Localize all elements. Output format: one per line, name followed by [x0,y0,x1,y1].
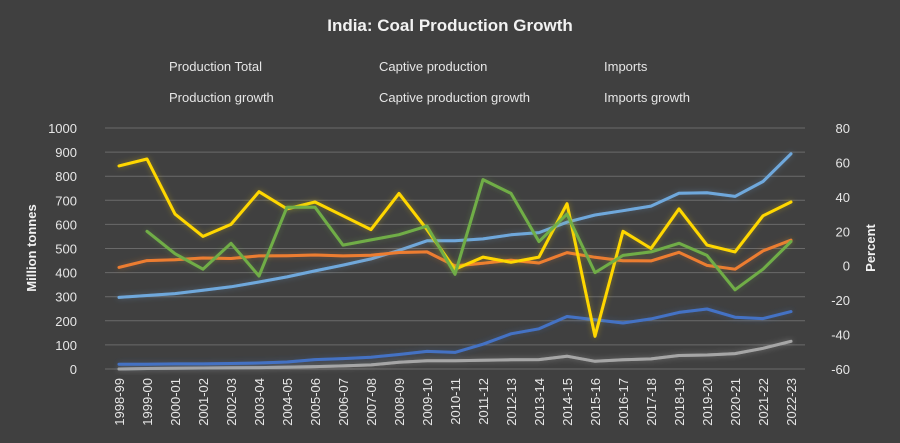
series-line-production-total [117,152,793,299]
right-axis-title: Percent [863,223,878,271]
legend-label: Production Total [169,59,262,74]
series-line-imports-growth [145,178,793,292]
left-tick-label: 600 [55,217,77,232]
left-tick-label: 800 [55,169,77,184]
x-tick-label: 2005-06 [308,378,323,426]
chart-title: India: Coal Production Growth [327,16,573,35]
x-tick-label: 2009-10 [420,378,435,426]
x-tick-label: 1998-99 [112,378,127,426]
x-axis-ticks: 1998-99 1999-00 2000-01 2001-02 2002-03 2003-… [112,378,799,426]
x-tick-label: 2012-13 [504,378,519,426]
x-tick-label: 2016-17 [616,378,631,426]
right-tick-label: 80 [836,121,850,136]
x-tick-label: 2004-05 [280,378,295,426]
left-tick-label: 900 [55,145,77,160]
x-tick-label: 2019-20 [700,378,715,426]
left-tick-label: 300 [55,290,77,305]
x-tick-label: 1999-00 [140,378,155,426]
left-tick-label: 500 [55,242,77,257]
legend-label: Imports growth [604,90,690,105]
x-tick-label: 2003-04 [252,378,267,426]
right-tick-label: -20 [831,293,850,308]
x-tick-label: 2018-19 [672,378,687,426]
left-tick-label: 400 [55,266,77,281]
right-tick-label: 0 [843,259,850,274]
left-axis-ticks: 0 100 200 300 400 500 600 700 800 900 1000 [48,121,77,377]
series-line-captive-production [117,339,793,371]
legend: Production Total Captive production Import… [128,59,690,105]
x-tick-label: 2014-15 [560,378,575,426]
x-tick-label: 2020-21 [728,378,743,426]
series-line-imports [117,307,793,366]
x-tick-label: 2002-03 [224,378,239,426]
right-tick-label: 20 [836,224,850,239]
x-tick-label: 2006-07 [336,378,351,426]
series-line-production-growth [117,238,793,271]
left-tick-label: 0 [70,362,77,377]
x-tick-label: 2000-01 [168,378,183,426]
right-tick-label: -60 [831,362,850,377]
legend-label: Production growth [169,90,274,105]
x-tick-label: 2021-22 [756,378,771,426]
right-tick-label: -40 [831,328,850,343]
x-tick-label: 2022-23 [784,378,799,426]
right-tick-label: 40 [836,190,850,205]
legend-label: Imports [604,59,648,74]
x-tick-label: 2008-09 [392,378,407,426]
x-tick-label: 2001-02 [196,378,211,426]
x-tick-label: 2010-11 [448,378,463,425]
left-tick-label: 100 [55,338,77,353]
right-axis-ticks: -60 -40 -20 0 20 40 60 80 [831,121,850,377]
right-tick-label: 60 [836,155,850,170]
x-tick-label: 2017-18 [644,378,659,426]
legend-label: Captive production growth [379,90,530,105]
series-lines [117,152,793,371]
x-tick-label: 2013-14 [532,378,547,426]
x-tick-label: 2007-08 [364,378,379,426]
x-tick-label: 2011-12 [476,378,491,425]
left-tick-label: 200 [55,314,77,329]
left-tick-label: 1000 [48,121,77,136]
gridlines [105,127,805,370]
x-tick-label: 2015-16 [588,378,603,426]
left-tick-label: 700 [55,193,77,208]
left-axis-title: Million tonnes [24,204,39,291]
legend-label: Captive production [379,59,487,74]
